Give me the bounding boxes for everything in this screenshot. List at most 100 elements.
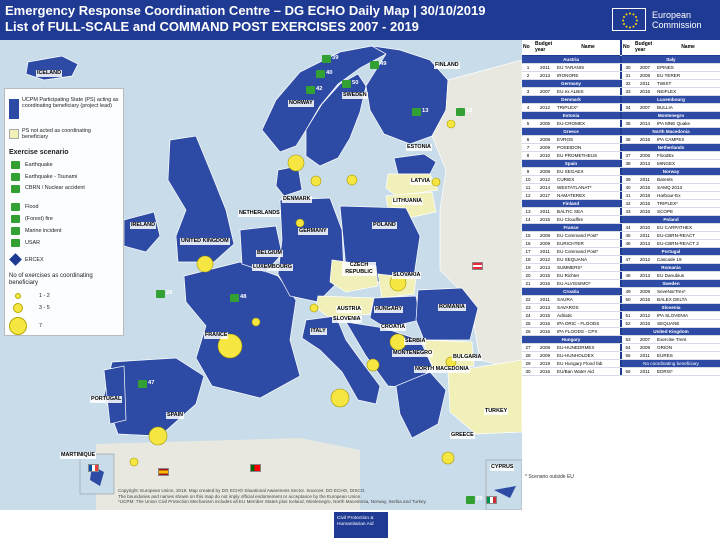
cell-no: 35: [622, 119, 634, 128]
cell-year: 2009: [534, 351, 556, 360]
cell-no: 19: [522, 263, 534, 272]
label-greece: GREECE: [450, 432, 475, 439]
usar-icon: [11, 239, 20, 247]
table-row: Hungary 53 2007 Exercise Trent: [522, 335, 720, 344]
table-row: 15 2008 EU Command Post* 45 2011 EU-CBRN-REAC…: [522, 231, 720, 240]
table-divider: [620, 183, 622, 192]
table-divider: [620, 40, 622, 56]
count-circle-small-icon: [15, 293, 21, 299]
table-divider: [620, 359, 622, 368]
cell-no: 46: [622, 239, 634, 248]
cell-year: 2015: [534, 311, 556, 320]
cell-name: SEQUANE: [656, 319, 720, 328]
country-romania: [415, 287, 479, 341]
label-north-macedonia: NORTH MACEDONIA: [414, 366, 470, 373]
cell-name: EU Command Post*: [556, 231, 620, 240]
label-lithuania: LITHUANIA: [392, 198, 424, 205]
table-divider: [620, 239, 622, 248]
cell-year: 2008: [634, 71, 656, 80]
cell-name: Barents: [656, 175, 720, 184]
exercise-table-body: No Budget year Name No Budget year Name …: [522, 40, 720, 376]
cell-name: ORION: [656, 343, 720, 352]
table-row: 13 2011 BALTIC SEA 43 2016 SCOPE: [522, 207, 720, 216]
table-row: Finland 42 2015 TRIPLEX*: [522, 199, 720, 208]
table-divider: [620, 231, 622, 240]
label-montenegro: MONTENEGRO: [392, 350, 434, 357]
col-header-budget: Budget year: [634, 40, 656, 56]
table-row: 10 2012 CURIEX 39 2011 Barents: [522, 175, 720, 184]
credits-line3: *UCPM: The Union Civil Protection Mechan…: [118, 499, 427, 505]
cell-year: 2013: [634, 271, 656, 280]
cell-name: Adriatic: [556, 311, 620, 320]
country-group-header: Finland: [522, 199, 620, 208]
table-divider: [620, 215, 622, 224]
exercise-number: 13: [422, 108, 429, 114]
cell-name: BULLIA: [656, 103, 720, 112]
cell-name: IPA FLOODS - CPX: [556, 327, 620, 336]
cell-name: EU TARANIS: [556, 63, 620, 72]
cell-year: 2009: [534, 143, 556, 152]
cell-name: BALEX DELTA: [656, 295, 720, 304]
echo-logo: Civil Protection & Humanitarian Aid: [334, 512, 388, 538]
logo-text-line1: European: [652, 10, 692, 20]
cell-no: 6: [522, 135, 534, 144]
table-divider: [620, 199, 622, 208]
table-row: Spain 38 2013 MINGEX: [522, 159, 720, 168]
table-row: 9 2008 EU SEGAEX Norway: [522, 167, 720, 176]
table-divider: [620, 95, 622, 104]
col-header-budget: Budget year: [534, 40, 556, 56]
cell-no: 37: [622, 151, 634, 160]
portugal-flag-icon: [250, 464, 261, 472]
legend-scenario-2: CBRN / Nuclear accident: [25, 185, 85, 191]
legend-scenario-0: Earthquake: [25, 162, 53, 168]
table-row: 28 2009 EU-HUNHOLDEX 55 2011 EURES: [522, 351, 720, 360]
logo-text: European Commission: [652, 10, 702, 30]
cell-no: 52: [622, 319, 634, 328]
cell-name: MINGEX: [656, 159, 720, 168]
cell-name: EURICHTER: [556, 239, 620, 248]
legend-swatch-non-coord: [9, 129, 19, 139]
cell-name: BALTIC SEA: [556, 207, 620, 216]
cell-no: 50: [622, 295, 634, 304]
cell-year: 2011: [634, 79, 656, 88]
cell-name: NAMATEREX: [556, 191, 620, 200]
cell-name: POSEIDON: [556, 143, 620, 152]
table-divider: [620, 55, 622, 64]
cell-year: 2018: [634, 191, 656, 200]
country-group-header: Estonia: [522, 111, 620, 120]
cell-no: 24: [522, 311, 534, 320]
table-row: 2 2013 IRONORE 31 2008 EU TERER: [522, 71, 720, 80]
country-germany: [277, 197, 345, 303]
cell-year: 2016: [634, 319, 656, 328]
cell-year: 2011: [534, 207, 556, 216]
cell-no: 48: [622, 271, 634, 280]
country-norway: [261, 45, 387, 153]
cell-no: 16: [522, 239, 534, 248]
label-sweden: SWEDEN: [342, 92, 368, 99]
label-slovenia: SLOVENIA: [332, 316, 362, 323]
table-divider: [620, 119, 622, 128]
cell-year: 2009: [634, 287, 656, 296]
cell-name: EU-CBRN-REACT: [656, 231, 720, 240]
table-row: 23 2013 SAVAROS Slovenia: [522, 303, 720, 312]
country-group-header: Spain: [522, 159, 620, 168]
ercex-icon: [9, 253, 22, 266]
cell-no: 42: [622, 199, 634, 208]
table-row: Germany 32 2011 TWIST: [522, 79, 720, 88]
label-estonia: ESTONIA: [406, 144, 432, 151]
exercise-number: 26: [166, 290, 173, 296]
cell-year: 2016: [534, 327, 556, 336]
table-divider: [620, 327, 622, 336]
label-cyprus: CYPRUS: [490, 464, 515, 471]
cell-no: 34: [622, 103, 634, 112]
cell-year: 2015: [634, 135, 656, 144]
cell-name: SAVAROS: [556, 303, 620, 312]
cell-year: 2011: [634, 231, 656, 240]
country-group-header: Denmark: [522, 95, 620, 104]
cell-year: 2008: [534, 167, 556, 176]
table-row: Austria Italy: [522, 55, 720, 64]
table-divider: [620, 335, 622, 344]
credits-line1: Copyright: European Union, 2019. Map cre…: [118, 488, 366, 493]
label-norway: NORWAY: [288, 100, 314, 107]
cell-name: EVROS: [556, 135, 620, 144]
